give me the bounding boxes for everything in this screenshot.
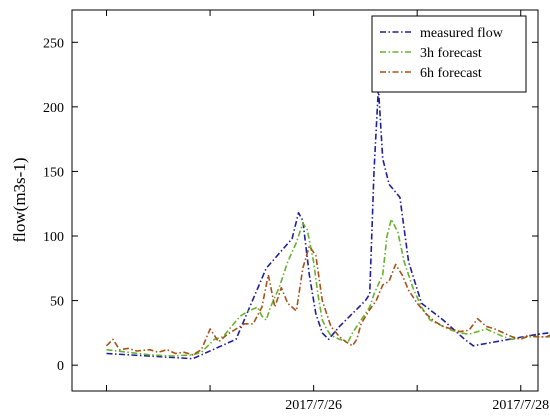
- plot-frame: [71, 9, 539, 392]
- x-tick-label: 2017/7/28: [492, 398, 549, 413]
- y-tick-label: 150: [43, 165, 64, 180]
- y-axis-title: flow(m3s-1): [10, 158, 29, 243]
- legend: measured flow 3h forecast 6h forecast: [371, 15, 527, 93]
- y-tick-label: 200: [43, 101, 64, 116]
- legend-label-3: 6h forecast: [420, 66, 482, 81]
- series-line-2: [106, 218, 550, 357]
- legend-label-2: 3h forecast: [420, 46, 482, 61]
- series-line-3: [105, 245, 550, 356]
- y-tick-label: 250: [43, 36, 64, 51]
- legend-box: [371, 15, 527, 93]
- y-tick-label: 100: [43, 230, 64, 245]
- series-line-1: [106, 86, 550, 360]
- x-tick-label: 2017/7/26: [285, 398, 342, 413]
- plot-area: 0 50 100 150 200 250 2017/7/26 2017/7/28: [43, 9, 550, 413]
- legend-label-1: measured flow: [420, 26, 504, 41]
- y-tick-label: 0: [57, 359, 64, 374]
- legend-items: measured flow 3h forecast 6h forecast: [380, 26, 504, 81]
- y-tick-label: 50: [50, 295, 64, 310]
